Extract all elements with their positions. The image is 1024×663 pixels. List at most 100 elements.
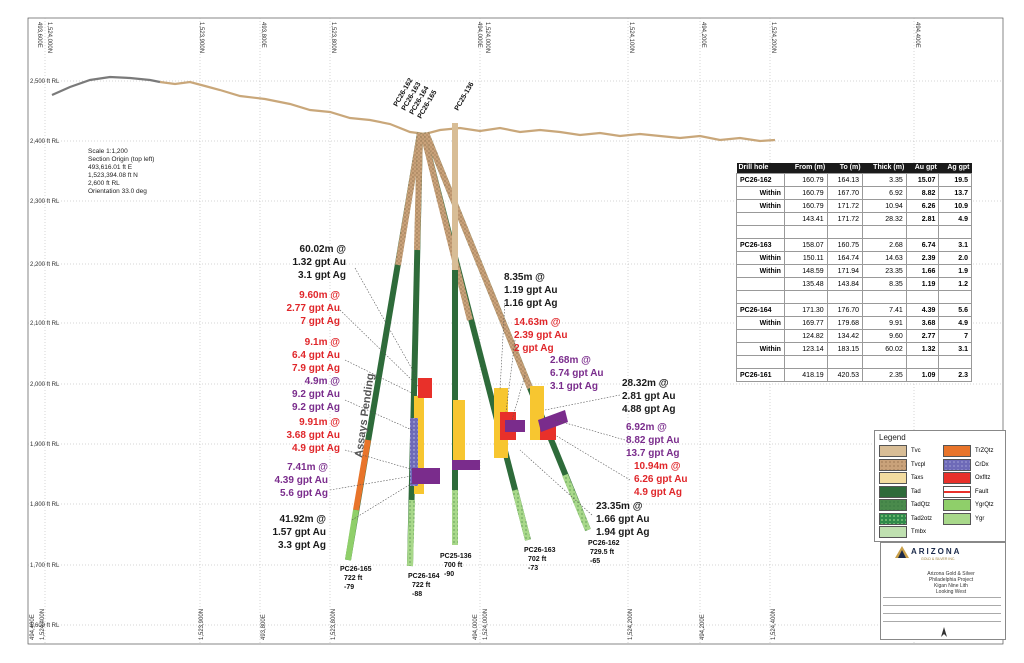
top-axis-label: 493,800E <box>260 22 266 48</box>
table-cell <box>826 225 864 239</box>
legend-item: Taxs <box>879 472 923 484</box>
table-cell: 2.81 <box>905 212 940 226</box>
section-origin: Section Origin (top left) <box>88 156 155 163</box>
table-cell <box>736 329 785 343</box>
collar-labels: PC26-162 PC26-163 PC26-164 PC26-165 PC25… <box>393 77 476 120</box>
table-cell: 123.14 <box>783 342 828 356</box>
col-header-from: From (m) <box>784 163 828 174</box>
table-cell <box>736 225 785 239</box>
table-cell <box>736 277 785 291</box>
table-cell: 3.1 <box>938 238 972 252</box>
table-cell: 135.48 <box>783 277 828 291</box>
legend-swatch <box>879 458 907 471</box>
intercept-yellow <box>453 400 465 470</box>
title-text: Arizona Gold & Silver Philadelphia Proje… <box>911 571 991 595</box>
table-cell: 7.41 <box>862 303 907 317</box>
intercept-purple <box>538 410 568 432</box>
table-cell: PC26-164 <box>736 303 785 317</box>
table-cell: 6.26 <box>905 199 940 213</box>
legend-swatch <box>943 485 971 498</box>
legend-label: TadQtz <box>911 502 931 508</box>
intercept-red <box>418 378 432 398</box>
table-cell: 418.19 <box>783 368 828 382</box>
table-cell: PC26-162 <box>736 173 785 187</box>
table-cell <box>862 290 907 304</box>
table-row: 124.82 134.42 9.60 2.77 7 <box>736 329 972 343</box>
table-cell: 1.66 <box>905 264 940 278</box>
top-axis-label: 1,524,000N <box>484 22 490 53</box>
intercept-label: 14.63m @2.39 gpt Au 2 gpt Ag <box>514 317 568 354</box>
legend-swatch <box>943 445 971 457</box>
legend-label: Tmbx <box>911 529 926 535</box>
legend-label: Oxfltz <box>975 475 991 481</box>
table-row <box>736 355 972 369</box>
intercept-label: 60.02m @1.32 gpt Au 3.1 gpt Ag <box>292 244 346 281</box>
table-cell: 28.32 <box>862 212 907 226</box>
table-cell: 143.84 <box>826 277 864 291</box>
table-cell: Within <box>736 342 785 356</box>
table-cell: 164.13 <box>826 173 864 187</box>
table-cell: 14.63 <box>862 251 907 265</box>
table-cell: 1.9 <box>938 264 972 278</box>
intercept-label: 28.32m @2.81 gpt Au 4.88 gpt Ag <box>622 378 676 415</box>
table-cell <box>905 225 940 239</box>
table-cell: 2.39 <box>905 251 940 265</box>
legend-item: CrDx <box>943 458 989 471</box>
intercept-label: 23.35m @1.66 gpt Au 1.94 gpt Ag <box>596 501 650 538</box>
table-cell: 6.74 <box>905 238 940 252</box>
top-axis-label: 493,600E <box>36 22 42 48</box>
bottom-axis: 494,400E 1,524,400N 1,523,900N 493,800E … <box>30 609 777 640</box>
bottom-axis-label: 494,400E <box>30 614 36 640</box>
table-cell: 23.35 <box>862 264 907 278</box>
table-cell: 4.9 <box>938 316 972 330</box>
company-logo-icon <box>895 546 909 558</box>
table-cell: 124.82 <box>783 329 828 343</box>
table-cell: Within <box>736 251 785 265</box>
title-block-divider <box>883 605 1001 614</box>
drill-hole-pc26-164-upper <box>414 132 423 251</box>
table-cell: 160.75 <box>826 238 864 252</box>
bottom-axis-label: 1,524,000N <box>483 609 489 640</box>
legend-label: CrDx <box>975 461 989 468</box>
collar-label: PC25-136 <box>454 81 476 112</box>
intercept-label: 6.92m @8.82 gpt Au 13.7 gpt Ag <box>626 422 680 459</box>
table-cell: 167.70 <box>826 186 864 200</box>
table-cell: 5.6 <box>938 303 972 317</box>
company-logo: ARIZONA <box>911 547 962 556</box>
title-line: Philadelphia Project <box>928 577 974 583</box>
top-axis-label: 494,000E <box>476 22 482 48</box>
table-cell: 2.77 <box>905 329 940 343</box>
title-line: Kigan Nine Lith <box>934 583 968 589</box>
table-cell: 6.92 <box>862 186 907 200</box>
table-cell: 9.91 <box>862 316 907 330</box>
legend-swatch <box>879 526 907 538</box>
table-cell: 2.35 <box>862 368 907 382</box>
table-cell: 164.74 <box>826 251 864 265</box>
table-cell: 1.2 <box>938 277 972 291</box>
drill-hole-pc26-164-tail <box>407 499 415 567</box>
table-cell <box>862 225 907 239</box>
legend-item: Ygr <box>943 512 984 525</box>
legend-title: Legend <box>879 433 906 442</box>
intercept-label: 7.41m @4.39 gpt Au 5.6 gpt Ag <box>274 462 328 499</box>
title-block-divider <box>883 613 1001 622</box>
table-cell <box>783 290 828 304</box>
table-row: 143.41 171.72 28.32 2.81 4.9 <box>736 212 972 226</box>
intercept-blue <box>410 418 418 486</box>
legend-swatch <box>879 472 907 484</box>
section-scale: Scale 1:1,200 <box>88 148 128 155</box>
legend-item: Oxfltz <box>943 472 990 484</box>
table-cell: 183.15 <box>826 342 864 356</box>
north-arrow-icon <box>941 627 947 637</box>
legend-label: Tvcpl <box>911 461 926 468</box>
table-row: Within 169.77 179.68 9.91 3.68 4.9 <box>736 316 972 330</box>
table-cell: Within <box>736 264 785 278</box>
intercept-label: 8.35m @1.19 gpt Au 1.16 gpt Ag <box>504 272 558 309</box>
table-cell: 1.19 <box>905 277 940 291</box>
intercept-label: 9.1m @6.4 gpt Au 7.9 gpt Ag <box>292 337 340 374</box>
bottom-axis-label: 1,523,800N <box>331 609 337 640</box>
assay-results-table: Drill hole From (m) To (m) Thick (m) Au … <box>736 163 972 382</box>
table-cell: 176.70 <box>826 303 864 317</box>
legend-item: Tvcpl <box>879 458 926 471</box>
legend-swatch <box>943 458 971 471</box>
